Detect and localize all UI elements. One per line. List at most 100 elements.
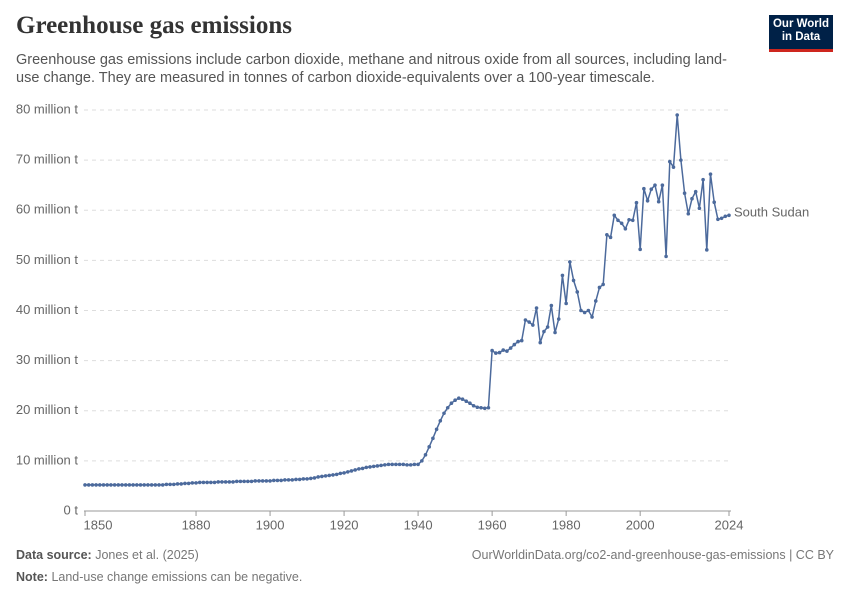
data-point (553, 330, 557, 335)
data-point (479, 405, 483, 410)
note: Note: Land-use change emissions can be n… (16, 570, 302, 584)
data-point (238, 479, 243, 484)
data-point (464, 399, 469, 404)
data-point (342, 471, 346, 475)
data-point (727, 213, 731, 218)
data-point (379, 463, 383, 468)
data-point (105, 483, 110, 487)
data-point (527, 320, 531, 324)
logo[interactable]: Our World in Data (769, 15, 833, 52)
data-point (264, 479, 269, 483)
data-point (649, 187, 654, 191)
data-point (431, 436, 435, 441)
data-point (704, 248, 709, 252)
data-point (197, 480, 202, 485)
data-point (712, 200, 716, 205)
data-point (112, 483, 117, 487)
data-point (334, 472, 339, 477)
data-point (116, 483, 121, 487)
data-point (701, 177, 705, 182)
data-point (449, 401, 454, 406)
data-point (349, 469, 354, 473)
x-tick-label: 1960 (478, 517, 507, 532)
data-point (234, 479, 239, 484)
data-point (101, 483, 106, 487)
data-point (590, 315, 594, 319)
data-point (423, 453, 428, 457)
data-point (719, 216, 724, 221)
data-point (364, 465, 369, 470)
url[interactable]: OurWorldinData.org/co2-and-greenhouse-ga… (471, 548, 834, 562)
data-point (279, 478, 283, 483)
series-label: South Sudan (734, 205, 809, 220)
data-point (286, 478, 291, 482)
data-point (490, 348, 494, 353)
data-point (212, 480, 217, 485)
data-point (412, 462, 417, 467)
data-point (257, 479, 261, 483)
data-point (468, 401, 472, 406)
data-point (545, 325, 550, 329)
x-tick-label: 1880 (182, 517, 211, 532)
data-point (494, 351, 498, 355)
data-point (601, 282, 605, 287)
data-point (471, 403, 476, 408)
data-point (157, 483, 161, 487)
data-point (438, 418, 443, 423)
chart: 0 t 10 million t 20 million t 30 million t 4… (16, 101, 809, 532)
data-point (416, 462, 420, 467)
data-point (605, 233, 609, 237)
data-point (508, 346, 513, 350)
x-tick-label: 1850 (84, 517, 113, 532)
x-tick-label: 1980 (552, 517, 581, 532)
data-point (442, 411, 446, 416)
data-point (205, 480, 209, 485)
data-point (697, 206, 702, 211)
data-point (175, 482, 180, 486)
data-point (538, 340, 543, 345)
data-point (183, 481, 187, 486)
data-point (135, 483, 139, 487)
data-point (560, 273, 565, 278)
data-point (556, 317, 561, 321)
data-point (486, 405, 491, 410)
data-point (172, 482, 176, 487)
data-point (90, 483, 95, 487)
data-point (568, 260, 572, 264)
data-point (220, 480, 224, 484)
data-point (142, 483, 147, 487)
data-point (331, 473, 335, 477)
data-point (305, 477, 309, 481)
data-point (512, 342, 517, 347)
source: Data source: Jones et al. (2025) (16, 548, 199, 562)
data-point (316, 475, 320, 479)
data-point (323, 474, 328, 478)
data-point (723, 214, 728, 219)
source-text[interactable]: Jones et al. (2025) (95, 548, 199, 562)
data-point (123, 483, 128, 487)
data-point (312, 476, 317, 480)
data-point (457, 396, 461, 401)
data-point (501, 348, 506, 352)
data-point (294, 477, 298, 482)
data-point (453, 398, 457, 403)
y-tick-label: 0 t (64, 502, 79, 517)
data-point (575, 290, 580, 294)
data-point (638, 247, 642, 252)
data-point (708, 172, 713, 176)
data-point (209, 480, 213, 485)
data-point (505, 349, 509, 353)
data-point (223, 480, 228, 484)
data-point (153, 483, 158, 487)
data-point (608, 235, 613, 240)
data-point (242, 479, 246, 484)
data-point (682, 191, 687, 196)
data-point (164, 482, 169, 487)
data-point (308, 476, 313, 481)
data-point (397, 462, 402, 467)
data-point (523, 318, 528, 322)
series-line (85, 114, 730, 486)
data-point (420, 459, 424, 463)
data-point (531, 323, 535, 327)
data-point (246, 479, 250, 484)
